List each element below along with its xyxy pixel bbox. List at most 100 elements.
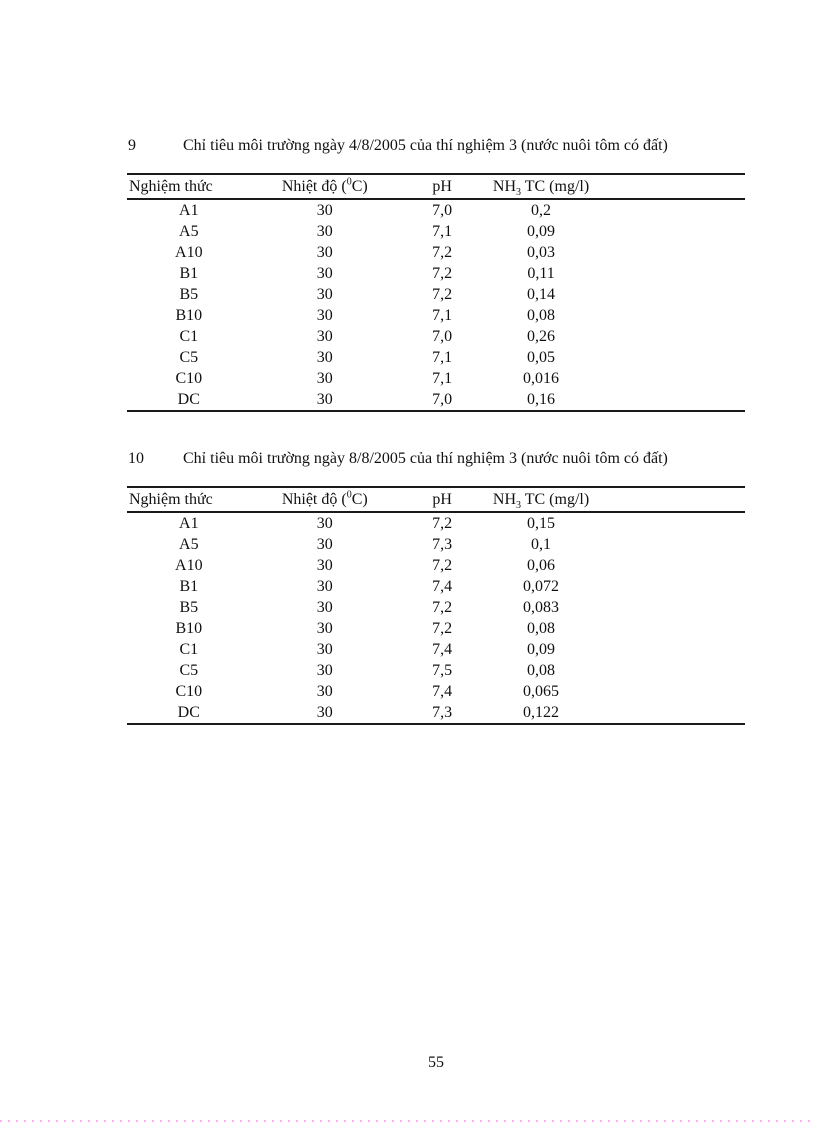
spacer-cell <box>597 597 745 618</box>
table-header-row: Nghiệm thức Nhiệt độ (0C) pH NH3 TC (mg/… <box>127 174 745 200</box>
spacer-cell <box>597 347 745 368</box>
ph-cell: 7,2 <box>432 286 453 303</box>
nh3-cell: 0,15 <box>527 515 556 532</box>
table-header-row: Nghiệm thức Nhiệt độ (0C) pH NH3 TC (mg/… <box>127 487 745 513</box>
ph-cell: 7,1 <box>432 349 453 366</box>
ph-cell: 7,4 <box>432 641 453 658</box>
temperature-cell: 30 <box>316 202 333 219</box>
spacer-cell <box>597 242 745 263</box>
header-spacer <box>596 174 745 200</box>
spacer-cell <box>597 326 745 347</box>
row-label-cell: C10 <box>175 370 203 387</box>
header-nh3: NH3 TC (mg/l) <box>485 487 597 513</box>
nh3-cell: 0,05 <box>527 349 556 366</box>
ph-cell: 7,4 <box>432 578 453 595</box>
nh3-cell: 0,09 <box>527 223 556 240</box>
temperature-cell: 30 <box>316 557 333 574</box>
row-label-cell: A5 <box>179 223 199 240</box>
row-label-cell: A10 <box>175 557 203 574</box>
environment-table-10: Nghiệm thức Nhiệt độ (0C) pH NH3 TC (mg/… <box>127 486 745 725</box>
nh3-cell: 0,08 <box>527 307 556 324</box>
nh3-cell: 0,06 <box>527 557 556 574</box>
temperature-cell: 30 <box>316 578 333 595</box>
temperature-cell: 30 <box>316 244 333 261</box>
caption-text: Chỉ tiêu môi trường ngày 4/8/2005 của th… <box>183 137 668 154</box>
temperature-cell: 30 <box>316 515 333 532</box>
nh3-cell: 0,09 <box>527 641 556 658</box>
header-nghiem-thuc: Nghiệm thức <box>127 174 251 200</box>
nh3-cell: 0,083 <box>523 599 560 616</box>
spacer-cell <box>597 660 745 681</box>
table-row: C1 30 7,4 0,09 <box>127 639 745 660</box>
table-row: C5 30 7,5 0,08 <box>127 660 745 681</box>
spacer-cell <box>597 639 745 660</box>
spacer-cell <box>597 263 745 284</box>
table-row: B1 30 7,4 0,072 <box>127 576 745 597</box>
table-row: A5 30 7,3 0,1 <box>127 534 745 555</box>
table-row: A10 30 7,2 0,03 <box>127 242 745 263</box>
table-row: A5 30 7,1 0,09 <box>127 221 745 242</box>
temperature-cell: 30 <box>316 286 333 303</box>
table-row: B5 30 7,2 0,14 <box>127 284 745 305</box>
header-nh3: NH3 TC (mg/l) <box>485 174 597 200</box>
ph-cell: 7,0 <box>432 391 453 408</box>
row-label-cell: C1 <box>179 328 199 345</box>
temperature-cell: 30 <box>316 370 333 387</box>
nh3-cell: 0,16 <box>527 391 556 408</box>
temperature-cell: 30 <box>316 662 333 679</box>
nh3-cell: 0,14 <box>527 286 556 303</box>
row-label-cell: B5 <box>179 286 199 303</box>
ph-cell: 7,1 <box>432 223 453 240</box>
nh3-cell: 0,072 <box>523 578 560 595</box>
temperature-cell: 30 <box>316 704 333 721</box>
nh3-cell: 0,122 <box>523 704 560 721</box>
row-label-cell: A5 <box>179 536 199 553</box>
ph-cell: 7,5 <box>432 662 453 679</box>
header-spacer <box>596 487 745 513</box>
table-row: A1 30 7,0 0,2 <box>127 199 745 221</box>
table-caption: 9 Chỉ tiêu môi trường ngày 4/8/2005 của t… <box>128 135 768 156</box>
environment-table-9: Nghiệm thức Nhiệt độ (0C) pH NH3 TC (mg/… <box>127 173 745 412</box>
nh3-cell: 0,03 <box>527 244 556 261</box>
spacer-cell <box>597 534 745 555</box>
table-row: B10 30 7,1 0,08 <box>127 305 745 326</box>
temperature-cell: 30 <box>316 307 333 324</box>
ph-cell: 7,4 <box>432 683 453 700</box>
table-row: B1 30 7,2 0,11 <box>127 263 745 284</box>
temperature-cell: 30 <box>316 641 333 658</box>
spacer-cell <box>597 284 745 305</box>
temperature-cell: 30 <box>316 391 333 408</box>
row-label-cell: DC <box>177 391 200 408</box>
temperature-cell: 30 <box>316 536 333 553</box>
header-nhiet-do: Nhiệt độ (0C) <box>250 174 399 200</box>
nh3-cell: 0,065 <box>523 683 560 700</box>
row-label-cell: C5 <box>179 662 199 679</box>
nh3-cell: 0,08 <box>527 620 556 637</box>
page-number: 55 <box>428 1054 444 1071</box>
ph-cell: 7,2 <box>432 557 453 574</box>
spacer-cell <box>597 576 745 597</box>
temperature-cell: 30 <box>316 223 333 240</box>
ph-cell: 7,2 <box>432 620 453 637</box>
header-ph: pH <box>398 487 486 513</box>
bottom-dotted-line <box>0 1120 816 1122</box>
nh3-cell: 0,2 <box>531 202 552 219</box>
ph-cell: 7,2 <box>432 265 453 282</box>
header-nghiem-thuc: Nghiệm thức <box>127 487 251 513</box>
spacer-cell <box>597 618 745 639</box>
table-row: DC 30 7,0 0,16 <box>127 389 745 411</box>
table-row: B10 30 7,2 0,08 <box>127 618 745 639</box>
row-label-cell: C5 <box>179 349 199 366</box>
caption-number: 9 <box>128 137 136 154</box>
temperature-cell: 30 <box>316 599 333 616</box>
spacer-cell <box>597 305 745 326</box>
nh3-cell: 0,016 <box>523 370 560 387</box>
row-label-cell: A10 <box>175 244 203 261</box>
ph-cell: 7,1 <box>432 307 453 324</box>
table-caption: 10 Chỉ tiêu môi trường ngày 8/8/2005 của … <box>128 448 768 469</box>
row-label-cell: B5 <box>179 599 199 616</box>
ph-cell: 7,1 <box>432 370 453 387</box>
spacer-cell <box>597 221 745 242</box>
nh3-cell: 0,11 <box>527 265 555 282</box>
row-label-cell: B10 <box>175 620 203 637</box>
